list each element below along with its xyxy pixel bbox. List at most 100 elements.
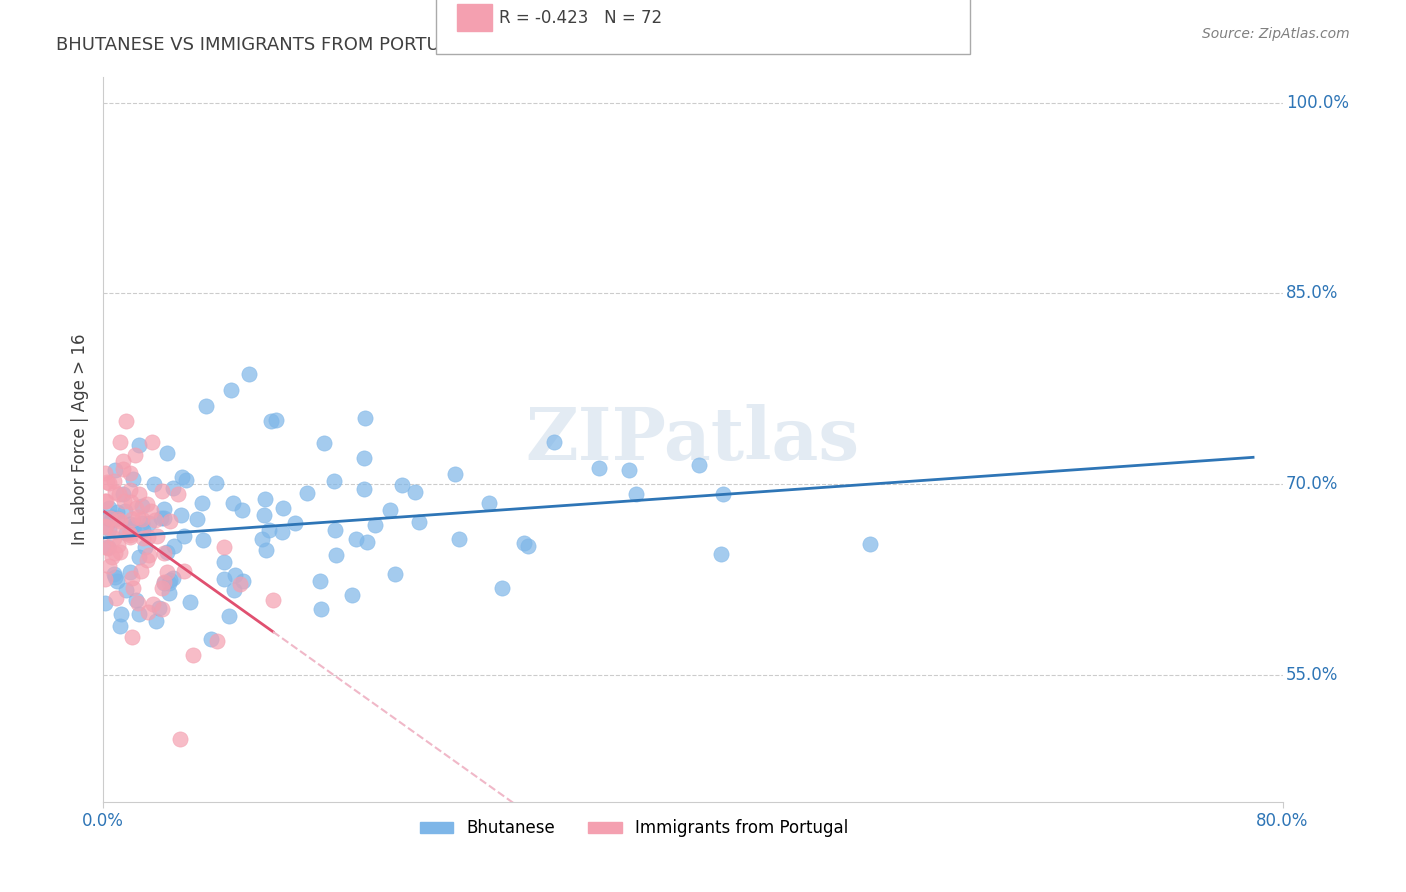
Immigrants from Portugal	[108, 434, 131, 449]
Bhutanese	[103, 567, 125, 582]
Immigrants from Portugal	[207, 634, 229, 648]
Immigrants from Portugal	[127, 596, 149, 610]
Bhutanese	[344, 533, 367, 547]
Bhutanese	[404, 485, 426, 500]
Immigrants from Portugal	[131, 512, 153, 526]
Immigrants from Portugal	[114, 494, 136, 508]
Bhutanese	[128, 438, 150, 452]
Bhutanese	[138, 516, 160, 531]
Bhutanese	[250, 533, 273, 547]
Immigrants from Portugal	[93, 572, 115, 586]
Bhutanese	[323, 523, 346, 537]
Bhutanese	[624, 487, 647, 501]
Bhutanese	[162, 481, 184, 495]
Bhutanese	[356, 535, 378, 549]
Immigrants from Portugal	[121, 571, 143, 585]
Bhutanese	[122, 472, 145, 486]
Bhutanese	[232, 574, 254, 589]
Bhutanese	[191, 496, 214, 510]
Bhutanese	[859, 536, 882, 550]
Bhutanese	[173, 529, 195, 543]
Bhutanese	[194, 399, 217, 413]
Immigrants from Portugal	[150, 484, 173, 499]
Bhutanese	[378, 503, 401, 517]
Immigrants from Portugal	[107, 511, 129, 525]
Immigrants from Portugal	[121, 512, 143, 526]
Bhutanese	[145, 614, 167, 628]
Bhutanese	[131, 500, 153, 514]
Immigrants from Portugal	[136, 497, 159, 511]
Immigrants from Portugal	[104, 524, 127, 538]
Bhutanese	[353, 451, 375, 466]
Bhutanese	[157, 575, 180, 590]
Bhutanese	[163, 539, 186, 553]
Bhutanese	[391, 478, 413, 492]
Bhutanese	[115, 583, 138, 598]
Immigrants from Portugal	[159, 514, 181, 528]
Bhutanese	[174, 473, 197, 487]
Bhutanese	[218, 608, 240, 623]
Bhutanese	[212, 555, 235, 569]
Text: BHUTANESE VS IMMIGRANTS FROM PORTUGAL IN LABOR FORCE | AGE > 16 CORRELATION CHAR: BHUTANESE VS IMMIGRANTS FROM PORTUGAL IN…	[56, 36, 938, 54]
Immigrants from Portugal	[110, 514, 132, 528]
Immigrants from Portugal	[128, 487, 150, 501]
Bhutanese	[110, 607, 132, 621]
Bhutanese	[122, 517, 145, 532]
Bhutanese	[342, 588, 364, 602]
Bhutanese	[148, 600, 170, 615]
Immigrants from Portugal	[98, 476, 121, 491]
Bhutanese	[200, 632, 222, 647]
Bhutanese	[205, 476, 228, 491]
Immigrants from Portugal	[153, 575, 176, 590]
Bhutanese	[114, 503, 136, 517]
Bhutanese	[264, 413, 287, 427]
Immigrants from Portugal	[214, 540, 236, 554]
Bhutanese	[131, 523, 153, 537]
Text: Source: ZipAtlas.com: Source: ZipAtlas.com	[1202, 27, 1350, 41]
Bhutanese	[588, 461, 610, 475]
Bhutanese	[128, 550, 150, 565]
Immigrants from Portugal	[139, 503, 162, 517]
Immigrants from Portugal	[150, 601, 173, 615]
Text: R = -0.423   N = 72: R = -0.423 N = 72	[499, 9, 662, 27]
Bhutanese	[170, 508, 193, 522]
Immigrants from Portugal	[104, 546, 127, 560]
Bhutanese	[97, 541, 120, 555]
Immigrants from Portugal	[112, 462, 135, 476]
Immigrants from Portugal	[118, 528, 141, 542]
Bhutanese	[257, 523, 280, 537]
Bhutanese	[231, 502, 253, 516]
Immigrants from Portugal	[111, 454, 134, 468]
Immigrants from Portugal	[120, 483, 142, 498]
Immigrants from Portugal	[136, 552, 159, 566]
Bhutanese	[253, 508, 276, 523]
Bhutanese	[323, 474, 346, 488]
Bhutanese	[284, 516, 307, 530]
Immigrants from Portugal	[101, 549, 124, 564]
Bhutanese	[259, 414, 281, 428]
Immigrants from Portugal	[146, 529, 169, 543]
Bhutanese	[193, 533, 215, 547]
Bhutanese	[104, 462, 127, 476]
Immigrants from Portugal	[136, 530, 159, 544]
Bhutanese	[478, 496, 501, 510]
Bhutanese	[114, 526, 136, 541]
Bhutanese	[271, 501, 294, 516]
Immigrants from Portugal	[136, 605, 159, 619]
Immigrants from Portugal	[141, 435, 163, 450]
Bhutanese	[271, 524, 294, 539]
Y-axis label: In Labor Force | Age > 16: In Labor Force | Age > 16	[72, 334, 89, 545]
Immigrants from Portugal	[169, 732, 191, 747]
Immigrants from Portugal	[104, 485, 127, 500]
Bhutanese	[447, 532, 470, 546]
Bhutanese	[516, 539, 538, 553]
Bhutanese	[156, 545, 179, 559]
Immigrants from Portugal	[153, 546, 176, 560]
Bhutanese	[162, 571, 184, 585]
Immigrants from Portugal	[93, 519, 115, 533]
Immigrants from Portugal	[129, 564, 152, 578]
Immigrants from Portugal	[122, 581, 145, 595]
Bhutanese	[142, 477, 165, 491]
Immigrants from Portugal	[103, 474, 125, 488]
Bhutanese	[118, 516, 141, 531]
